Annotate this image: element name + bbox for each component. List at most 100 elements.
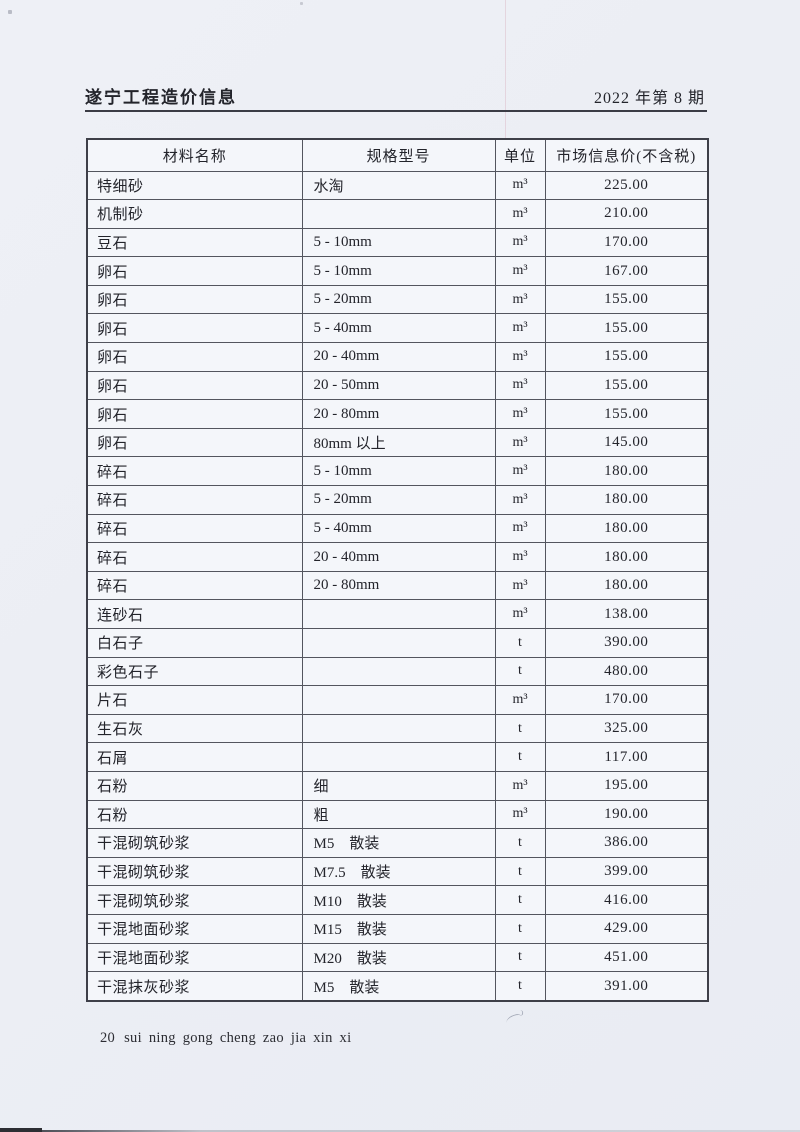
page-footer: 20 sui ning gong cheng zao jia xin xi [100, 1030, 351, 1047]
table-row: 片石 m³ 170.00 [86, 685, 709, 715]
cell-name: 卵石 [86, 427, 303, 458]
cell-spec: 5 - 20mm [301, 485, 496, 515]
cell-price: 480.00 [544, 656, 709, 687]
table-row: 碎石 5 - 20mm m³ 180.00 [86, 485, 709, 515]
cell-name: 机制砂 [86, 199, 303, 229]
cell-unit: m³ [494, 542, 546, 572]
table-row: 石屑 t 117.00 [86, 742, 709, 772]
table-row: 卵石 5 - 20mm m³ 155.00 [86, 284, 709, 315]
cell-price: 117.00 [544, 742, 709, 772]
cell-price: 416.00 [544, 885, 709, 915]
cell-unit: m³ [494, 227, 546, 258]
cell-unit: m³ [494, 570, 546, 601]
stray-pencil-mark [505, 1012, 523, 1027]
cell-name: 干混砌筑砂浆 [86, 828, 303, 858]
cell-unit: m³ [494, 313, 546, 344]
cell-unit: m³ [494, 799, 546, 830]
cell-spec: M7.5 散装 [301, 856, 496, 887]
table-header-row: 材料名称 规格型号 单位 市场信息价(不含税) [86, 138, 709, 172]
cell-spec: 20 - 40mm [301, 342, 496, 372]
table-row: 石粉粗 m³ 190.00 [86, 799, 709, 830]
table-row: 卵石 5 - 10mm m³ 167.00 [86, 256, 709, 286]
cell-price: 170.00 [544, 685, 709, 715]
cell-price: 210.00 [544, 199, 709, 229]
cell-unit: t [494, 971, 546, 1002]
table-row: 彩色石子 t 480.00 [86, 656, 709, 687]
cell-spec: 5 - 20mm [301, 284, 496, 315]
table-row: 机制砂 m³ 210.00 [86, 199, 709, 229]
issue-label: 2022 年第 8 期 [593, 90, 705, 107]
cell-price: 180.00 [544, 570, 709, 601]
cell-unit: t [494, 913, 546, 944]
cell-unit: m³ [494, 284, 546, 315]
cell-unit: m³ [494, 485, 546, 515]
cell-unit: t [494, 656, 546, 687]
cell-price: 138.00 [544, 599, 709, 629]
cell-price: 180.00 [544, 542, 709, 572]
cell-price: 167.00 [544, 256, 709, 286]
journal-title: 遂宁工程造价信息 [85, 88, 237, 107]
cell-name: 卵石 [86, 313, 303, 344]
cell-unit: m³ [494, 399, 546, 429]
col-header-unit: 单位 [494, 138, 546, 172]
cell-unit: t [494, 628, 546, 658]
cell-name: 碎石 [86, 456, 303, 487]
cell-name: 碎石 [86, 485, 303, 515]
cell-price: 195.00 [544, 770, 709, 801]
cell-name: 干混砌筑砂浆 [86, 856, 303, 887]
cell-spec: 20 - 80mm [301, 570, 496, 601]
cell-unit: m³ [494, 170, 546, 201]
table-row: 生石灰 t 325.00 [86, 713, 709, 744]
table-row: 连砂石 m³ 138.00 [86, 599, 709, 629]
cell-name: 白石子 [86, 628, 303, 658]
cell-unit: m³ [494, 685, 546, 715]
cell-name: 生石灰 [86, 713, 303, 744]
cell-price: 155.00 [544, 284, 709, 315]
cell-spec [301, 628, 496, 658]
table-row: 特细砂 水淘 m³ 225.00 [86, 170, 709, 201]
cell-name: 碎石 [86, 513, 303, 544]
table-row: 干混砌筑砂浆 M5 散装 t 386.00 [86, 828, 709, 858]
table-row: 碎石 5 - 40mm m³ 180.00 [86, 513, 709, 544]
cell-spec [301, 742, 496, 772]
scan-crease [505, 0, 506, 160]
cell-spec: M20 散装 [301, 942, 496, 973]
scan-edge [0, 1130, 800, 1132]
cell-unit: m³ [494, 199, 546, 229]
scan-speck [300, 2, 303, 5]
cell-spec [301, 685, 496, 715]
cell-spec [301, 713, 496, 744]
cell-price: 386.00 [544, 828, 709, 858]
cell-price: 190.00 [544, 799, 709, 830]
cell-spec: 5 - 10mm [301, 256, 496, 286]
cell-price: 155.00 [544, 313, 709, 344]
material-price-table: 材料名称 规格型号 单位 市场信息价(不含税) 特细砂 水淘 m³ 225.00 机制砂… [86, 138, 709, 1002]
table-row: 干混地面砂浆 M20 散装 t 451.00 [86, 942, 709, 973]
footer-pinyin: sui ning gong cheng zao jia xin xi [124, 1030, 352, 1046]
col-header-market-price: 市场信息价(不含税) [544, 138, 709, 172]
cell-price: 180.00 [544, 485, 709, 515]
cell-spec: 5 - 10mm [301, 456, 496, 487]
cell-name: 特细砂 [86, 170, 303, 201]
cell-name: 卵石 [86, 256, 303, 286]
cell-name: 彩色石子 [86, 656, 303, 687]
table-row: 碎石 20 - 80mm m³ 180.00 [86, 570, 709, 601]
cell-spec: 20 - 40mm [301, 542, 496, 572]
scan-speck [8, 10, 12, 14]
cell-name: 石粉 [86, 770, 303, 801]
cell-spec: 80mm 以上 [301, 427, 496, 458]
cell-name: 碎石 [86, 570, 303, 601]
cell-unit: m³ [494, 427, 546, 458]
cell-unit: t [494, 885, 546, 915]
cell-price: 170.00 [544, 227, 709, 258]
cell-unit: t [494, 856, 546, 887]
cell-price: 155.00 [544, 342, 709, 372]
cell-name: 干混砌筑砂浆 [86, 885, 303, 915]
table-row: 碎石 20 - 40mm m³ 180.00 [86, 542, 709, 572]
table-body: 特细砂 水淘 m³ 225.00 机制砂 m³ 210.00 豆石 5 - 10mm m³ 170.… [86, 170, 709, 1002]
cell-price: 390.00 [544, 628, 709, 658]
cell-spec: 20 - 50mm [301, 370, 496, 401]
cell-spec: M5 散装 [301, 971, 496, 1002]
cell-price: 325.00 [544, 713, 709, 744]
